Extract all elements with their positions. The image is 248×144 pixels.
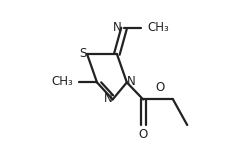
Text: CH₃: CH₃	[51, 75, 73, 88]
Text: N: N	[104, 92, 113, 105]
Text: N: N	[126, 75, 135, 88]
Text: CH₃: CH₃	[147, 21, 169, 34]
Text: O: O	[139, 128, 148, 141]
Text: N: N	[113, 21, 122, 34]
Text: O: O	[155, 82, 165, 94]
Text: S: S	[79, 47, 86, 60]
